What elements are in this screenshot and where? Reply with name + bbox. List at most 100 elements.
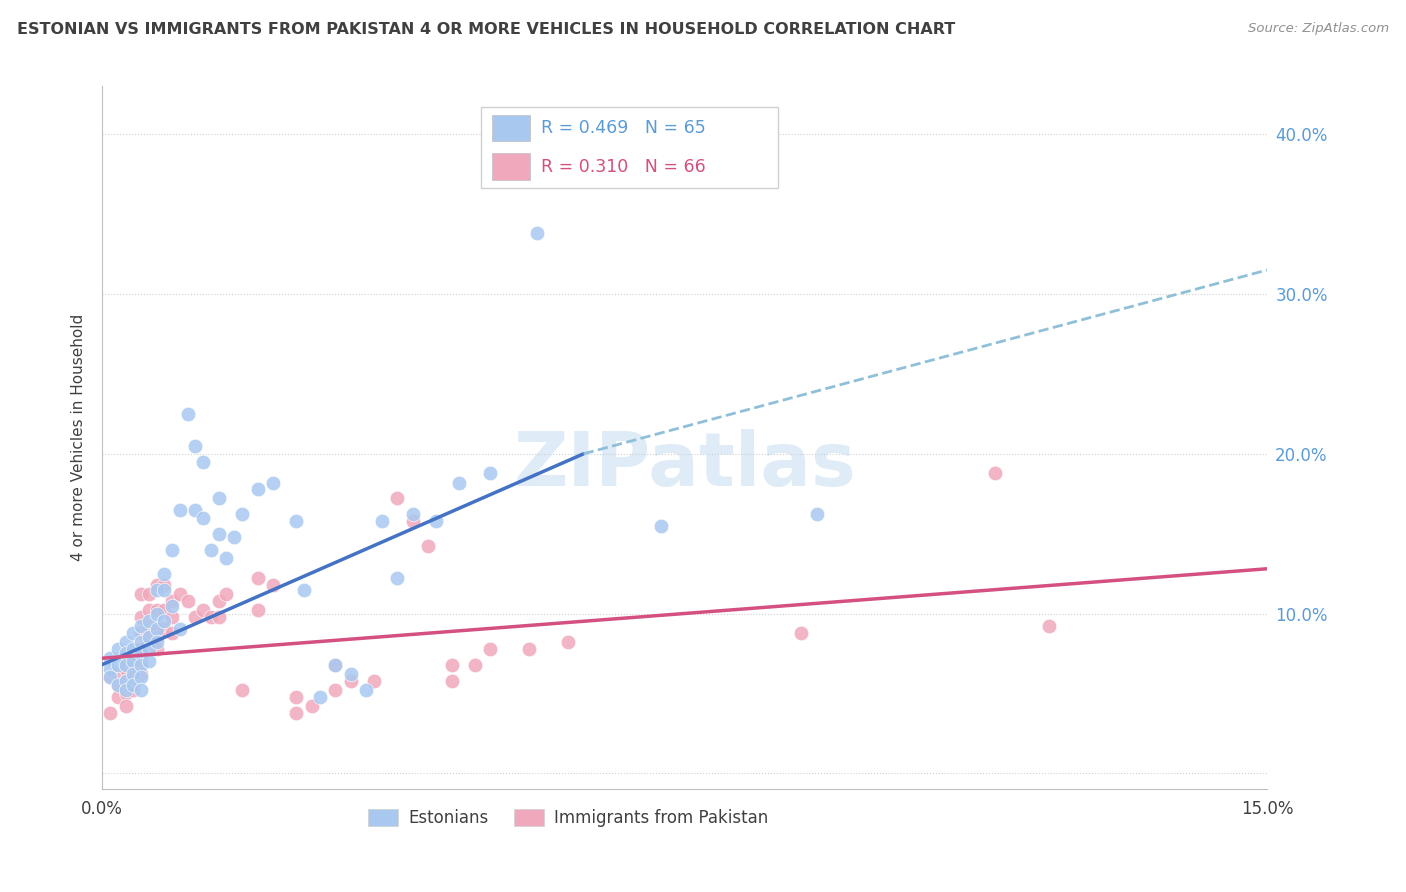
Point xyxy=(114,651,136,665)
Text: ZIPatlas: ZIPatlas xyxy=(513,429,856,502)
Point xyxy=(1038,619,1060,633)
Point xyxy=(160,625,183,640)
Point xyxy=(122,678,145,692)
Point xyxy=(292,582,315,597)
Point xyxy=(160,593,183,607)
Point xyxy=(440,657,463,672)
Point xyxy=(122,625,145,640)
Point xyxy=(650,518,672,533)
Point xyxy=(145,631,167,645)
Point xyxy=(145,623,167,637)
Point xyxy=(231,683,253,698)
Point xyxy=(129,647,152,661)
Point xyxy=(145,607,167,621)
Point xyxy=(387,571,409,585)
Point xyxy=(200,542,222,557)
Point xyxy=(107,690,129,704)
Point xyxy=(160,609,183,624)
Point xyxy=(371,514,394,528)
FancyBboxPatch shape xyxy=(492,153,530,180)
Point xyxy=(557,635,579,649)
Point xyxy=(323,683,346,698)
Point xyxy=(114,647,136,661)
Point xyxy=(129,635,152,649)
Point xyxy=(208,491,231,506)
Point xyxy=(301,699,323,714)
Point xyxy=(215,550,238,565)
Point xyxy=(114,699,136,714)
Point xyxy=(122,647,145,661)
Point xyxy=(363,673,385,688)
Point xyxy=(98,670,121,684)
Point xyxy=(145,641,167,656)
Point xyxy=(323,657,346,672)
Point xyxy=(138,615,160,629)
Point xyxy=(169,623,191,637)
Point xyxy=(145,635,167,649)
Point xyxy=(285,706,308,720)
Point xyxy=(114,686,136,700)
Text: R = 0.469   N = 65: R = 0.469 N = 65 xyxy=(541,119,706,137)
Point xyxy=(285,690,308,704)
Point xyxy=(153,582,176,597)
Point xyxy=(425,514,447,528)
Point xyxy=(308,690,330,704)
Point xyxy=(122,641,145,656)
Point xyxy=(184,609,207,624)
Point xyxy=(160,542,183,557)
Point xyxy=(122,655,145,669)
Point xyxy=(114,662,136,676)
Point xyxy=(145,578,167,592)
Point xyxy=(215,587,238,601)
Point xyxy=(107,678,129,692)
Text: Source: ZipAtlas.com: Source: ZipAtlas.com xyxy=(1249,22,1389,36)
Point xyxy=(122,657,145,672)
Point xyxy=(790,625,813,640)
Point xyxy=(138,631,160,645)
Point xyxy=(191,603,214,617)
Point xyxy=(129,641,152,656)
Point xyxy=(145,582,167,597)
Point xyxy=(129,657,152,672)
Point xyxy=(208,609,231,624)
Point xyxy=(479,641,502,656)
FancyBboxPatch shape xyxy=(492,115,530,142)
Point xyxy=(107,667,129,681)
Point xyxy=(153,603,176,617)
Text: ESTONIAN VS IMMIGRANTS FROM PAKISTAN 4 OR MORE VEHICLES IN HOUSEHOLD CORRELATION: ESTONIAN VS IMMIGRANTS FROM PAKISTAN 4 O… xyxy=(17,22,955,37)
Point xyxy=(285,514,308,528)
Point xyxy=(114,673,136,688)
Point xyxy=(98,651,121,665)
Point xyxy=(129,609,152,624)
Point xyxy=(160,599,183,613)
Point xyxy=(208,526,231,541)
Point xyxy=(138,655,160,669)
Point xyxy=(129,655,152,669)
Point xyxy=(169,587,191,601)
Point xyxy=(129,683,152,698)
Point xyxy=(806,508,828,522)
Point xyxy=(138,641,160,656)
Point xyxy=(122,667,145,681)
Point xyxy=(231,508,253,522)
Point xyxy=(114,657,136,672)
Point xyxy=(208,593,231,607)
Point xyxy=(387,491,409,506)
Point xyxy=(176,593,198,607)
Point xyxy=(122,683,145,698)
Point xyxy=(479,466,502,480)
Point xyxy=(107,641,129,656)
Point xyxy=(339,673,361,688)
Point xyxy=(323,657,346,672)
Point xyxy=(517,641,540,656)
Point xyxy=(138,603,160,617)
Point xyxy=(114,673,136,688)
Point xyxy=(153,566,176,581)
Point xyxy=(98,662,121,676)
Point xyxy=(354,683,377,698)
Point xyxy=(184,439,207,453)
Point xyxy=(984,466,1007,480)
Point xyxy=(138,587,160,601)
Text: R = 0.310   N = 66: R = 0.310 N = 66 xyxy=(541,158,706,176)
Point xyxy=(581,156,603,170)
